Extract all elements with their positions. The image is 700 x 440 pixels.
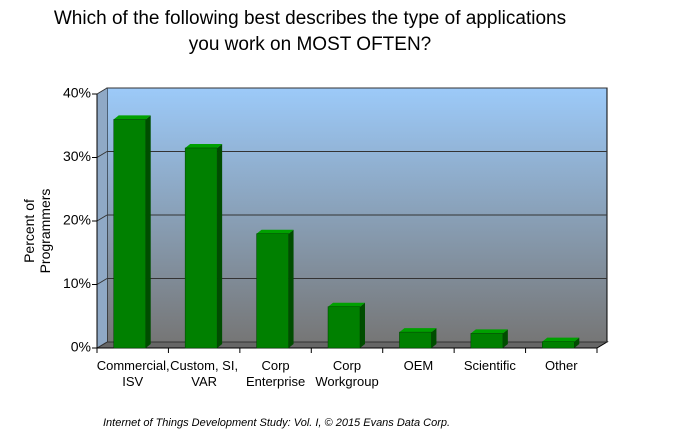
- y-tick-label: 10%: [63, 275, 91, 291]
- bar-top: [185, 143, 223, 148]
- bar: [399, 331, 432, 349]
- grid-line-diagonal: [96, 87, 108, 95]
- grid-line-diagonal: [96, 278, 108, 285]
- x-tick-label: OEM: [403, 358, 434, 373]
- bar: [256, 233, 289, 349]
- bar-top: [328, 302, 365, 307]
- grid-line-diagonal: [96, 151, 108, 158]
- y-tick-label: 30%: [63, 148, 91, 164]
- bar-side: [145, 115, 151, 349]
- bar-top: [399, 328, 437, 333]
- grid-line-diagonal: [96, 214, 108, 222]
- x-tick-label: Commercial, ISV: [96, 358, 170, 389]
- bar: [542, 341, 575, 349]
- y-axis-label: Percent of Programmers: [21, 188, 53, 274]
- bar-top: [470, 329, 508, 334]
- bar-side: [431, 328, 437, 348]
- y-tick-label: 0%: [71, 339, 91, 355]
- bar: [470, 333, 504, 349]
- bar-top: [542, 337, 580, 342]
- footer: Internet of Things Development Study: Vo…: [103, 417, 451, 429]
- x-tick-label: Custom, SI, VAR: [170, 358, 239, 389]
- bar-top: [256, 229, 294, 234]
- y-tick-label: 20%: [63, 212, 91, 228]
- bar-side: [502, 329, 508, 348]
- bar: [184, 147, 218, 349]
- grid-line-diagonal: [96, 341, 108, 349]
- bar: [327, 306, 361, 349]
- y-tick-label: 40%: [63, 85, 91, 101]
- bar: [113, 119, 146, 349]
- chart-title: Which of the following best describes th…: [53, 8, 567, 55]
- bar-side: [288, 229, 294, 348]
- bar-side: [360, 302, 365, 348]
- x-tick-label: Corp Enterprise: [245, 358, 306, 389]
- bar-side: [217, 143, 223, 348]
- x-tick-label: Other: [545, 358, 578, 373]
- bar-top: [113, 115, 151, 120]
- x-tick-label: Corp Workgroup: [315, 358, 379, 389]
- x-tick-label: Scientific: [463, 358, 516, 373]
- bar-side: [574, 337, 580, 348]
